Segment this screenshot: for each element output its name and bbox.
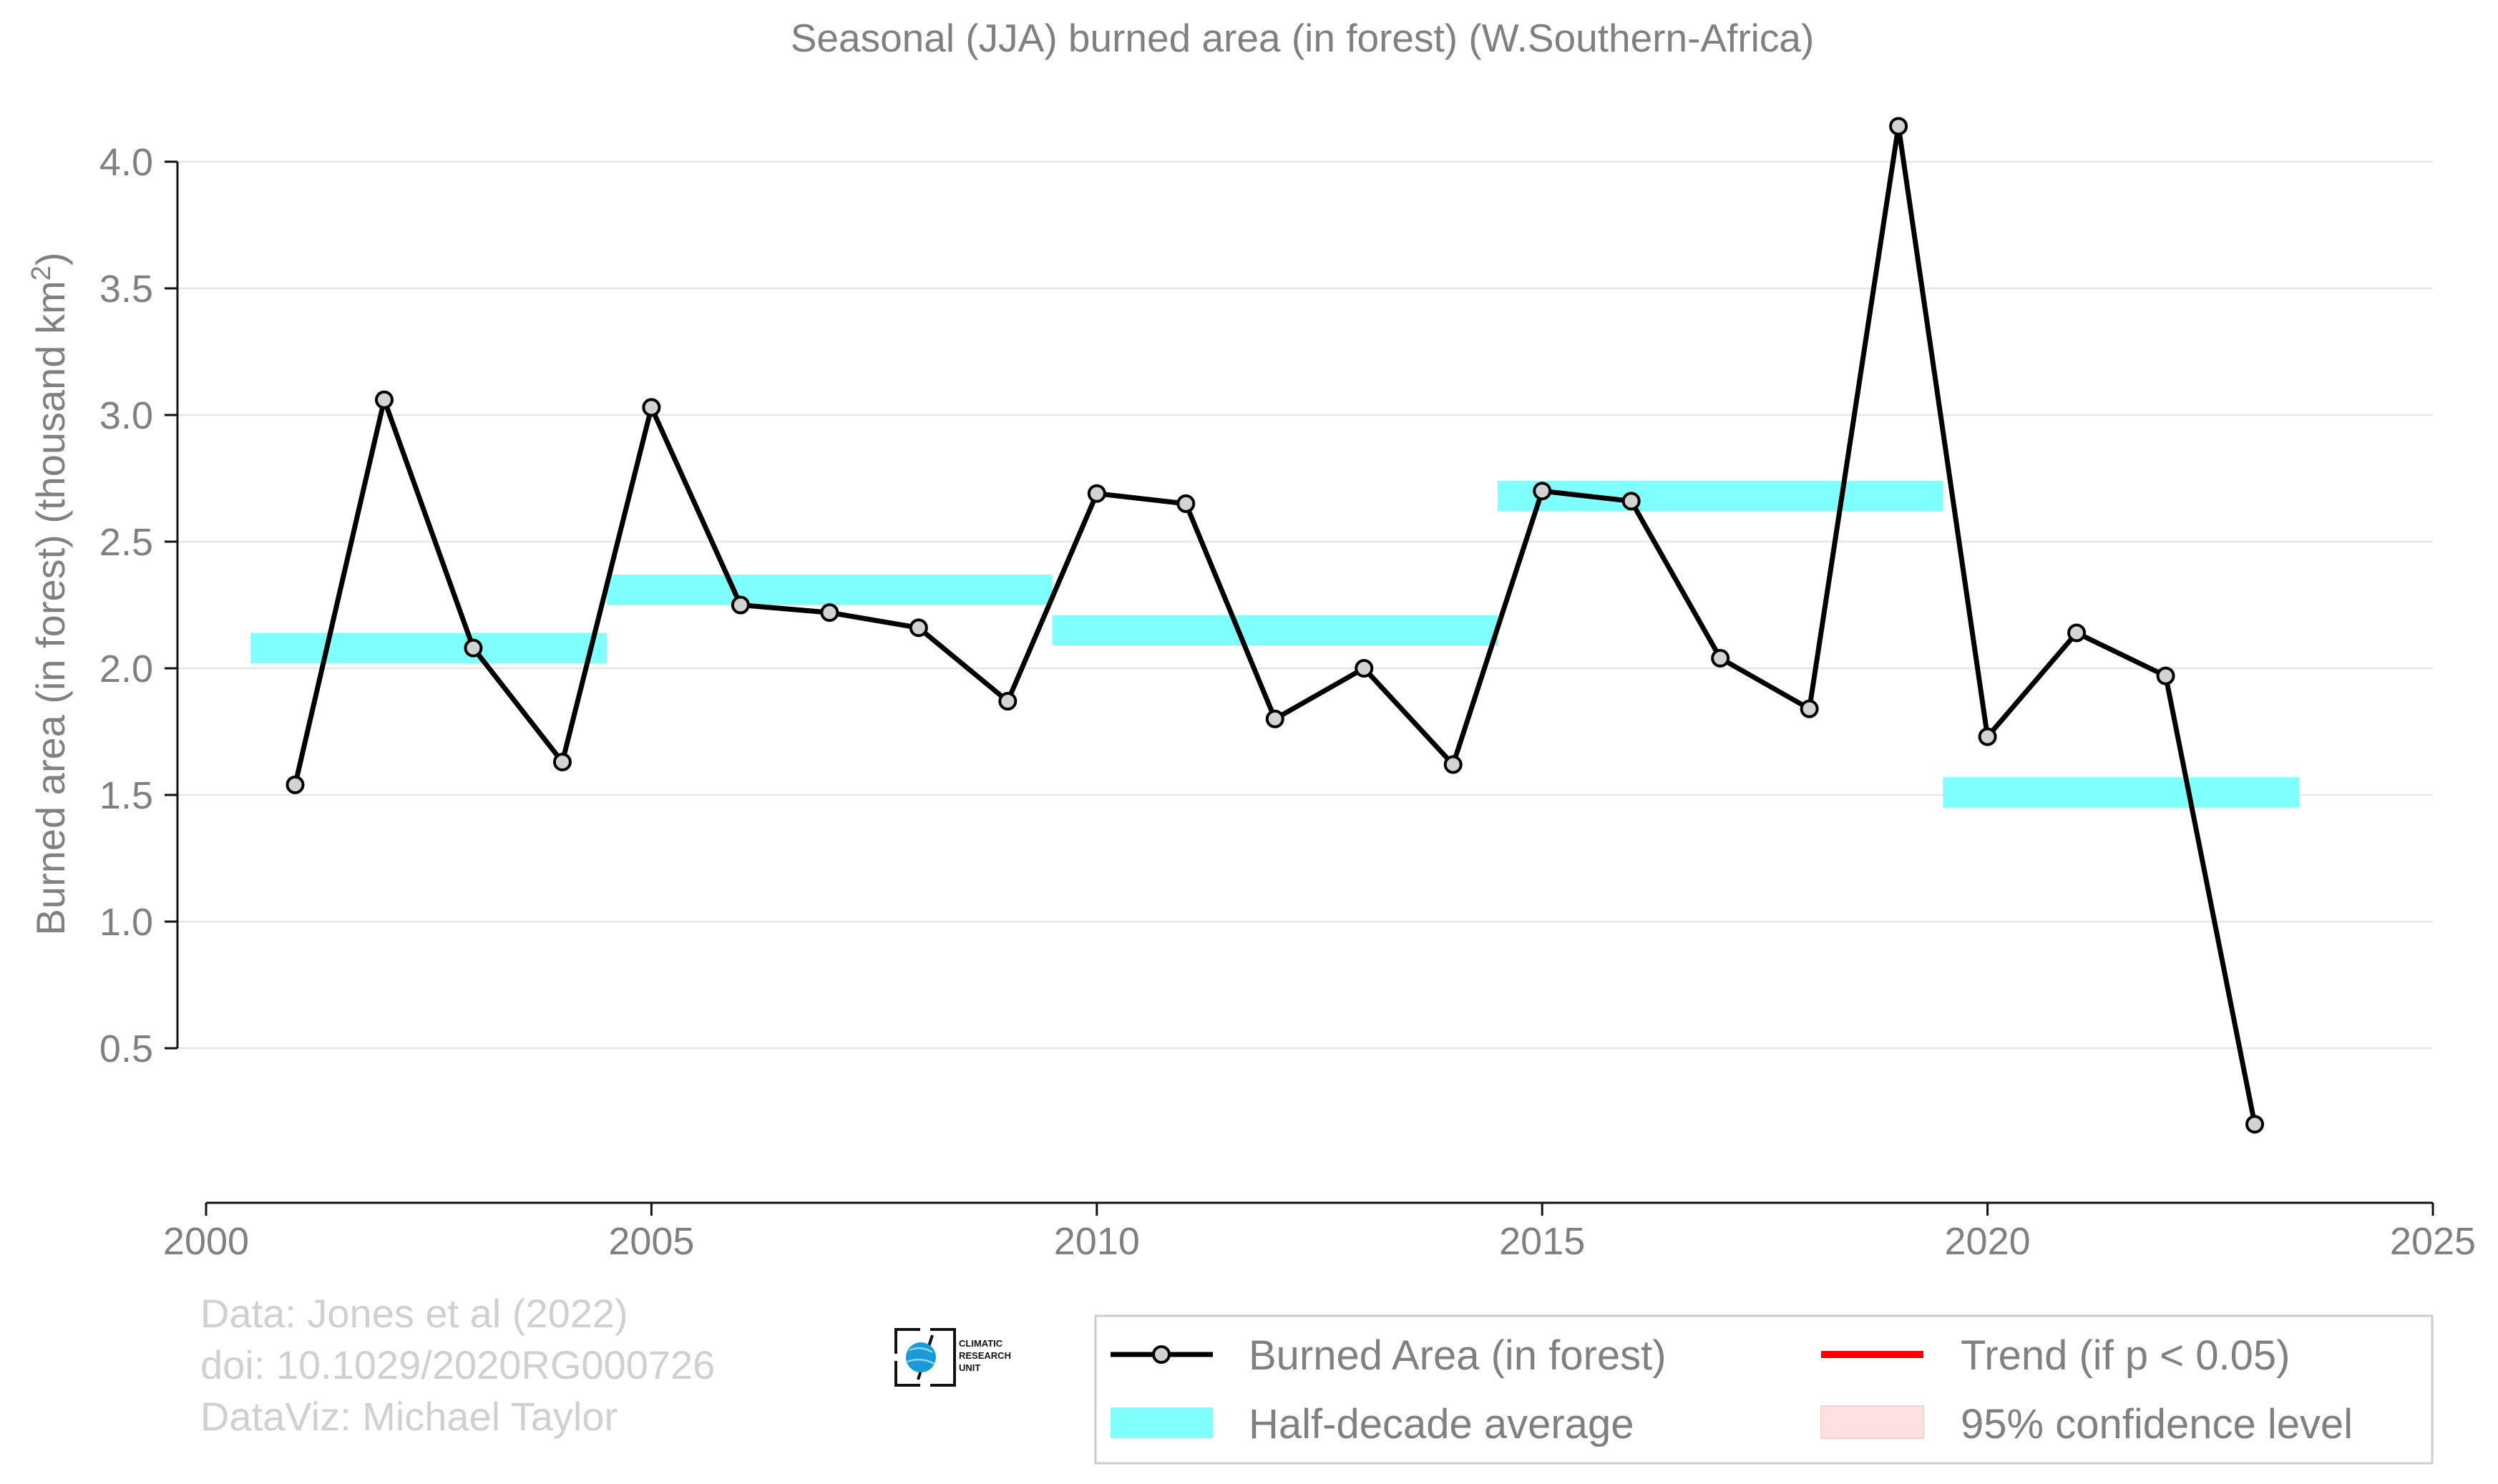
globe-icon <box>906 1342 936 1372</box>
x-tick-label: 2005 <box>608 1220 694 1263</box>
half-decade-average-bar <box>1943 777 2300 808</box>
y-tick-label: 4.0 <box>99 141 153 184</box>
axes <box>165 160 2434 1216</box>
data-point <box>1711 648 1730 668</box>
x-tick-label: 2025 <box>2390 1220 2476 1263</box>
data-point <box>1355 659 1374 678</box>
x-tick-label: 2015 <box>1499 1220 1585 1263</box>
y-tick-label: 2.0 <box>99 648 153 690</box>
data-point <box>1443 755 1463 774</box>
data-point <box>998 692 1018 711</box>
data-point <box>642 398 661 417</box>
cru-logo: CLIMATIC RESEARCH UNIT <box>894 1328 1011 1387</box>
half-decade-average-bar <box>1497 481 1943 512</box>
globe-highlight <box>907 1347 935 1365</box>
data-point <box>909 618 928 638</box>
credit-dataviz: DataViz: Michael Taylor <box>200 1394 618 1439</box>
x-tick-label: 2000 <box>163 1220 249 1263</box>
data-point <box>1889 117 1908 136</box>
legend-label-half-decade-average: Half-decade average <box>1249 1401 1634 1448</box>
data-point <box>286 775 305 794</box>
y-tick-label: 0.5 <box>99 1027 153 1070</box>
logo-frame <box>894 1328 956 1387</box>
legend-ci-swatch <box>1820 1405 1924 1439</box>
legend-marker-swatch <box>1152 1345 1171 1364</box>
data-point <box>1621 492 1641 511</box>
data-point <box>464 638 483 658</box>
data-point <box>1176 494 1196 513</box>
y-tick-label: 1.0 <box>99 901 153 944</box>
y-axis-label-sup: 2 <box>26 265 57 280</box>
data-point <box>2245 1115 2265 1134</box>
y-axis-label-tail: ) <box>28 253 73 266</box>
burned-area-series <box>286 117 2265 1134</box>
half-decade-average-bar <box>250 633 608 663</box>
y-tick-label: 3.5 <box>99 268 153 311</box>
y-axis-label: Burned area (in forest) (thousand km2) <box>26 253 73 936</box>
logo-text-line2: RESEARCH <box>959 1350 1011 1361</box>
data-point <box>731 595 750 615</box>
half-decade-average-bar <box>1052 615 1498 646</box>
data-point <box>1533 482 1552 501</box>
data-point <box>2067 623 2087 643</box>
data-point <box>552 752 572 771</box>
credit-doi: doi: 10.1029/2020RG000726 <box>200 1342 715 1387</box>
y-tick-label: 1.5 <box>99 774 153 817</box>
legend-avg-swatch <box>1111 1407 1213 1438</box>
y-tick-label: 2.5 <box>99 521 153 564</box>
data-point <box>1265 709 1284 728</box>
grid-lines <box>177 160 2433 1050</box>
y-tick-label: 3.0 <box>99 394 153 437</box>
x-tick-label: 2020 <box>1945 1220 2031 1263</box>
data-point <box>2156 666 2175 685</box>
tick-labels: 0.5 1.0 1.5 2.0 2.5 3.0 3.5 4.0 2000 2005 2010 2015… <box>99 141 2476 1263</box>
y-axis-label-main: Burned area (in forest) (thousand km <box>28 280 73 935</box>
credit-data-source: Data: Jones et al (2022) <box>200 1291 628 1336</box>
legend-box <box>1094 1314 2434 1465</box>
logo-text-line3: UNIT <box>959 1362 980 1373</box>
legend: Burned Area (in forest) Half-decade aver… <box>1094 1314 2434 1465</box>
data-point <box>1087 484 1106 503</box>
chart-title: Seasonal (JJA) burned area (in forest) (… <box>791 16 1815 60</box>
legend-label-trend: Trend (if p < 0.05) <box>1961 1332 2290 1379</box>
legend-label-confidence-level: 95% confidence level <box>1961 1401 2353 1448</box>
logo-text-line1: CLIMATIC <box>959 1338 1003 1349</box>
data-point <box>820 603 839 623</box>
x-tick-label: 2010 <box>1054 1220 1140 1263</box>
half-decade-average-bar <box>607 575 1053 605</box>
data-point <box>1978 727 1997 746</box>
data-point <box>374 390 394 409</box>
data-point <box>1800 699 1819 718</box>
legend-label-burned-area: Burned Area (in forest) <box>1249 1332 1667 1379</box>
credits: Data: Jones et al (2022) doi: 10.1029/20… <box>200 1291 715 1439</box>
